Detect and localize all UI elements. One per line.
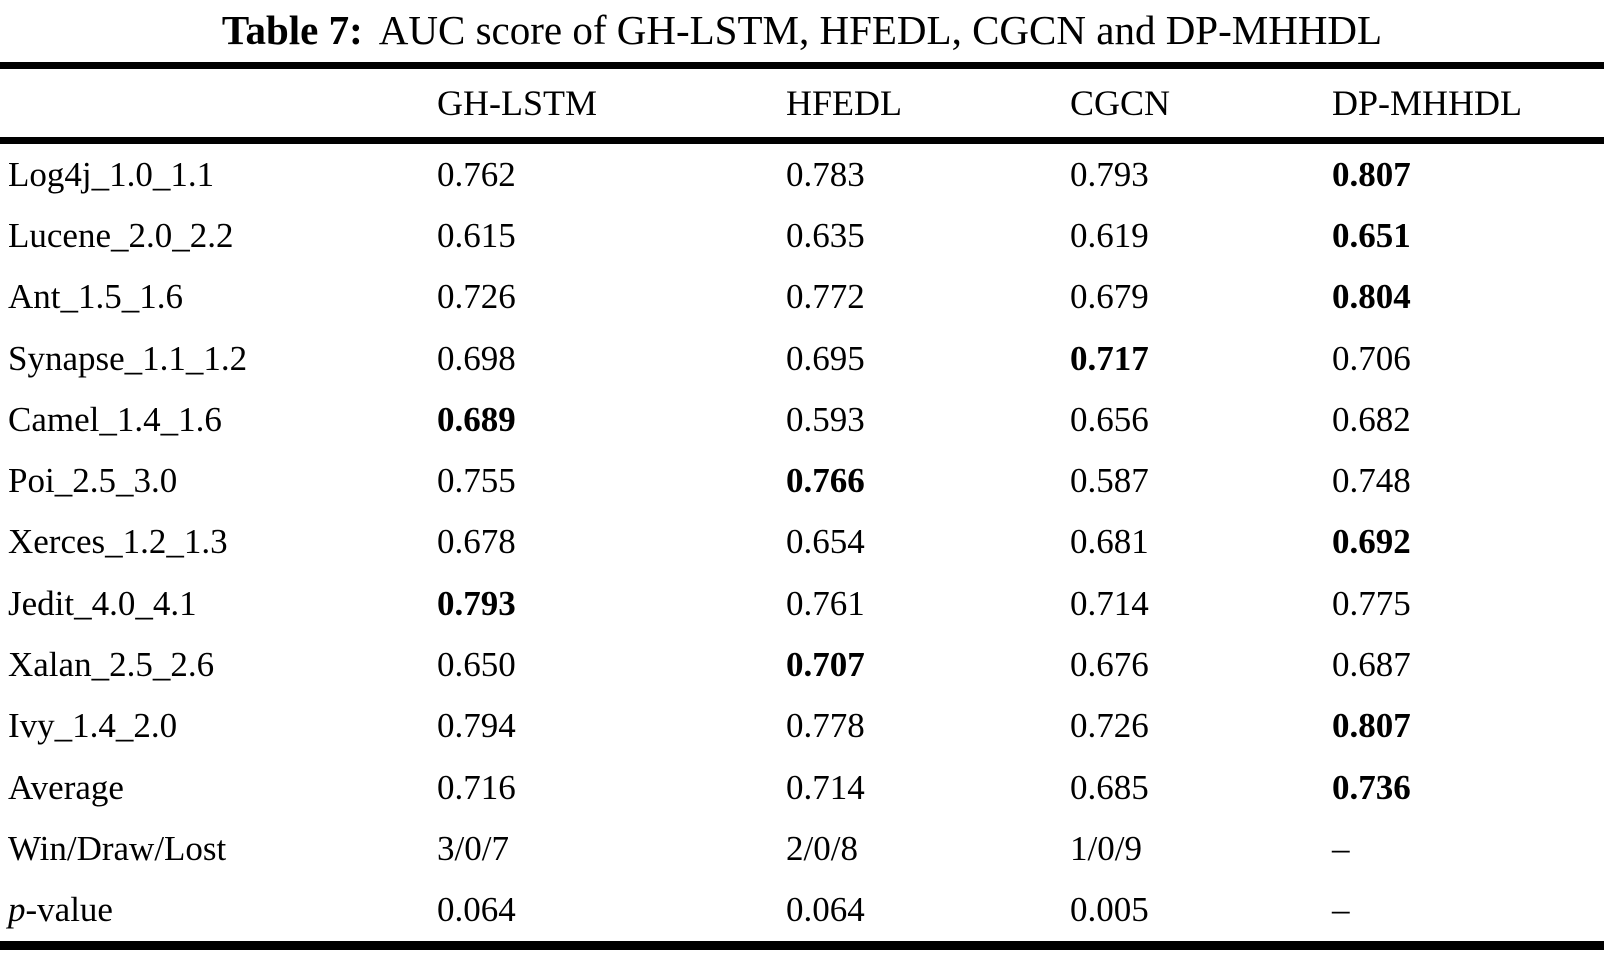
- row-label: Ivy_1.4_2.0: [8, 706, 178, 746]
- value-cell: 0.681: [1070, 522, 1149, 562]
- value-cell: 0.772: [786, 277, 865, 317]
- value-cell: 0.692: [1332, 522, 1411, 562]
- value-cell: 0.685: [1070, 767, 1149, 807]
- value-cell: 0.635: [786, 215, 865, 255]
- value-cell: 0.619: [1070, 215, 1149, 255]
- value-cell: 0.714: [1070, 583, 1149, 623]
- value-cell: 0.794: [437, 706, 516, 746]
- table-row: Poi_2.5_3.0 0.755 0.766 0.587 0.748: [0, 450, 1604, 511]
- table-caption-label: Table 7:: [221, 7, 363, 53]
- value-cell: 0.593: [786, 399, 865, 439]
- value-cell: 2/0/8: [786, 828, 858, 868]
- table-row: p-value 0.064 0.064 0.005 –: [0, 880, 1604, 941]
- value-cell: 0.679: [1070, 277, 1149, 317]
- table-caption: Table 7: AUC score of GH-LSTM, HFEDL, CGC…: [0, 0, 1604, 62]
- value-cell: 0.726: [437, 277, 516, 317]
- value-cell: 3/0/7: [437, 828, 509, 868]
- row-label: Ant_1.5_1.6: [8, 277, 183, 317]
- column-header-dp-mhhdl: DP-MHHDL: [1332, 83, 1523, 123]
- column-header-gh-lstm: GH-LSTM: [437, 83, 597, 123]
- table-row: Camel_1.4_1.6 0.689 0.593 0.656 0.682: [0, 389, 1604, 450]
- column-header-cgcn: CGCN: [1070, 83, 1171, 123]
- table-header-rule: [0, 137, 1604, 144]
- row-label: Win/Draw/Lost: [8, 828, 227, 868]
- table-row: Lucene_2.0_2.2 0.615 0.635 0.619 0.651: [0, 205, 1604, 266]
- value-cell: 0.651: [1332, 215, 1411, 255]
- row-label: Camel_1.4_1.6: [8, 399, 222, 439]
- value-cell: 0.650: [437, 645, 516, 685]
- row-label: Xerces_1.2_1.3: [8, 522, 228, 562]
- value-cell: –: [1332, 828, 1350, 868]
- value-cell: 0.761: [786, 583, 865, 623]
- table-row: Log4j_1.0_1.1 0.762 0.783 0.793 0.807: [0, 144, 1604, 205]
- value-cell: 0.783: [786, 154, 865, 194]
- value-cell: 0.717: [1070, 338, 1149, 378]
- value-cell: 0.807: [1332, 154, 1411, 194]
- row-label: Jedit_4.0_4.1: [8, 583, 197, 623]
- value-cell: 0.793: [437, 583, 516, 623]
- row-label: Poi_2.5_3.0: [8, 461, 178, 501]
- value-cell: 0.615: [437, 215, 516, 255]
- value-cell: 1/0/9: [1070, 828, 1142, 868]
- value-cell: 0.654: [786, 522, 865, 562]
- value-cell: 0.698: [437, 338, 516, 378]
- value-cell: 0.736: [1332, 767, 1411, 807]
- table-row: Jedit_4.0_4.1 0.793 0.761 0.714 0.775: [0, 573, 1604, 634]
- value-cell: 0.707: [786, 645, 865, 685]
- value-cell: 0.682: [1332, 399, 1411, 439]
- value-cell: 0.775: [1332, 583, 1411, 623]
- row-label: Xalan_2.5_2.6: [8, 645, 215, 685]
- table-body: Log4j_1.0_1.1 0.762 0.783 0.793 0.807 Lucene_…: [0, 144, 1604, 941]
- table-caption-text: AUC score of GH-LSTM, HFEDL, CGCN and DP…: [378, 7, 1383, 53]
- table-row: Average 0.716 0.714 0.685 0.736: [0, 757, 1604, 818]
- table-top-rule: [0, 62, 1604, 69]
- table-row: Synapse_1.1_1.2 0.698 0.695 0.717 0.706: [0, 328, 1604, 389]
- value-cell: 0.064: [437, 890, 516, 930]
- value-cell: 0.748: [1332, 461, 1411, 501]
- table-row: Xalan_2.5_2.6 0.650 0.707 0.676 0.687: [0, 634, 1604, 695]
- value-cell: 0.587: [1070, 461, 1149, 501]
- row-label: Lucene_2.0_2.2: [8, 215, 234, 255]
- value-cell: 0.762: [437, 154, 516, 194]
- value-cell: 0.766: [786, 461, 865, 501]
- row-label: p-value: [8, 890, 113, 930]
- value-cell: 0.778: [786, 706, 865, 746]
- value-cell: 0.807: [1332, 706, 1411, 746]
- value-cell: 0.695: [786, 338, 865, 378]
- table-row: Ivy_1.4_2.0 0.794 0.778 0.726 0.807: [0, 696, 1604, 757]
- value-cell: 0.005: [1070, 890, 1149, 930]
- value-cell: 0.714: [786, 767, 865, 807]
- table-row: Xerces_1.2_1.3 0.678 0.654 0.681 0.692: [0, 512, 1604, 573]
- value-cell: 0.678: [437, 522, 516, 562]
- value-cell: 0.706: [1332, 338, 1411, 378]
- row-label: Log4j_1.0_1.1: [8, 154, 215, 194]
- value-cell: 0.064: [786, 890, 865, 930]
- value-cell: 0.689: [437, 399, 516, 439]
- value-cell: 0.793: [1070, 154, 1149, 194]
- table-bottom-rule: [0, 940, 1604, 950]
- row-label: Average: [8, 767, 124, 807]
- row-label: Synapse_1.1_1.2: [8, 338, 248, 378]
- value-cell: 0.716: [437, 767, 516, 807]
- value-cell: 0.804: [1332, 277, 1411, 317]
- value-cell: –: [1332, 890, 1350, 930]
- table-row: Win/Draw/Lost 3/0/7 2/0/8 1/0/9 –: [0, 818, 1604, 879]
- value-cell: 0.656: [1070, 399, 1149, 439]
- value-cell: 0.687: [1332, 645, 1411, 685]
- value-cell: 0.676: [1070, 645, 1149, 685]
- table-row: Ant_1.5_1.6 0.726 0.772 0.679 0.804: [0, 267, 1604, 328]
- value-cell: 0.755: [437, 461, 516, 501]
- value-cell: 0.726: [1070, 706, 1149, 746]
- column-header-hfedl: HFEDL: [786, 83, 902, 123]
- header-row: GH-LSTM HFEDL CGCN DP-MHHDL: [0, 69, 1604, 137]
